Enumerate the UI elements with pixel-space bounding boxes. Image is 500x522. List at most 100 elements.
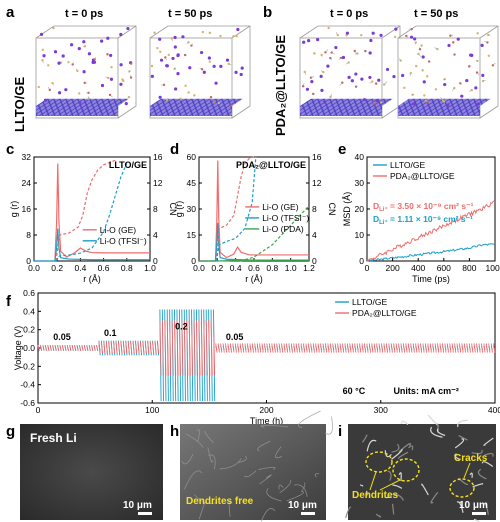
md-atom — [37, 85, 40, 89]
md-atom — [235, 34, 238, 38]
chart-f-pda-segment-1 — [37, 345, 101, 351]
md-atom — [67, 60, 70, 64]
md-atom — [92, 60, 97, 64]
md-bond — [354, 50, 357, 54]
md-atom — [446, 103, 450, 107]
chart-d-xtick-label: 0.8 — [266, 263, 278, 273]
chart-d-series-6 — [240, 205, 310, 262]
dendrite-circle-2 — [392, 458, 420, 482]
md-atom — [176, 72, 180, 76]
md-atom — [126, 26, 130, 31]
sem-i-feature — [471, 449, 483, 455]
md-bond — [451, 42, 454, 44]
md-bond — [345, 62, 349, 65]
chart-e-series-1 — [367, 242, 496, 262]
md-atom — [434, 88, 438, 91]
sem-i-feature — [366, 439, 377, 452]
md-atom — [200, 50, 204, 55]
chart-e-annotation-1: DLi⁺ = 3.50 × 10⁻⁹ cm² s⁻¹ — [373, 201, 474, 213]
md-bond — [364, 50, 366, 52]
md-atom — [61, 54, 65, 58]
md-box-edge — [381, 25, 401, 39]
md-bond — [443, 98, 447, 102]
md-atom — [468, 65, 471, 68]
md-atom — [302, 40, 306, 44]
md-bond — [171, 38, 173, 42]
md-atom — [53, 50, 58, 54]
md-bond — [406, 35, 409, 39]
sem-i-feature — [392, 503, 395, 515]
md-atom — [212, 64, 216, 68]
md-bond — [330, 93, 333, 97]
sem-i-scale: 10 μm — [459, 500, 488, 511]
sem-i-feature — [345, 506, 352, 518]
chart-f-ytick-label: -0.6 — [20, 398, 35, 408]
md-atom — [379, 33, 383, 37]
md-atom — [371, 31, 375, 35]
md-atom — [368, 51, 372, 55]
md-atom — [360, 77, 364, 81]
md-bond — [72, 62, 74, 65]
sem-i-feature — [385, 496, 392, 499]
sem-h-streak — [275, 446, 283, 459]
md-atom — [159, 58, 164, 62]
chart-c-ytick-label: 16 — [22, 204, 32, 214]
chart-d-series-1 — [199, 160, 309, 262]
md-atom — [70, 43, 74, 47]
md-bond — [440, 97, 444, 101]
md-bond — [320, 70, 324, 73]
md-atom — [307, 38, 311, 43]
md-bond — [42, 60, 44, 63]
md-atom — [100, 83, 105, 88]
md-bond — [434, 47, 438, 50]
md-bond — [488, 34, 491, 36]
md-atom — [219, 64, 223, 68]
panel-letter-c: c — [6, 141, 14, 158]
chart-c-xtick-label: 1.0 — [144, 263, 156, 273]
sem-h-streak — [293, 484, 308, 497]
sem-h-streak — [260, 508, 276, 522]
md-atom — [443, 82, 447, 87]
panel-letter-h: h — [170, 423, 179, 440]
md-substrate-front — [398, 106, 480, 116]
md-atom — [176, 53, 180, 58]
md-atom — [456, 37, 460, 41]
chart-c-legend-1-label: Li-O (GE) — [100, 225, 137, 235]
sem-i-feature — [472, 483, 484, 488]
chart-f-traces — [37, 309, 496, 402]
chart-f-xtick-label: 100 — [145, 405, 159, 415]
chart-f-ylabel: Voltage (V) — [13, 326, 23, 371]
md-atom — [412, 102, 416, 106]
panel-letter-d: d — [170, 141, 179, 158]
chart-c-y2label: CN — [168, 203, 178, 216]
sem-i-feature — [457, 419, 469, 428]
md-atom — [305, 87, 310, 91]
md-atom — [329, 95, 332, 99]
sem-h-streak — [196, 429, 200, 442]
chart-f-legend-1-label: LLTO/GE — [352, 297, 387, 307]
md-atom — [319, 74, 323, 78]
md-atom — [316, 37, 320, 42]
md-atom — [420, 44, 423, 47]
chart-d-xtick-label: 1.0 — [285, 263, 297, 273]
md-bond — [372, 101, 375, 104]
md-atom — [334, 45, 338, 50]
md-atom — [48, 88, 51, 92]
md-atom — [64, 88, 68, 92]
chart-f-ytick-label: 0.4 — [23, 306, 35, 316]
md-atom — [188, 66, 192, 70]
chart-f-temp: 60 °C — [343, 386, 366, 396]
chart-c-series-2 — [34, 228, 150, 262]
md-atom — [240, 66, 244, 70]
md-atom — [469, 53, 473, 57]
md-atom — [227, 62, 230, 66]
md-atom — [480, 43, 484, 48]
md-atom — [369, 38, 373, 43]
sem-i-feature — [482, 503, 489, 515]
chart-f: 0 100 200 300 400 -0.6 -0.4 -0.2 0.0 0.2 0.4 0.6 Tim… — [13, 288, 500, 426]
sem-h-streak — [298, 410, 321, 429]
chart-d-ytick-label: 15 — [187, 230, 197, 240]
md-atom — [165, 64, 169, 68]
md-atom — [476, 102, 480, 106]
md-atom — [453, 53, 456, 56]
